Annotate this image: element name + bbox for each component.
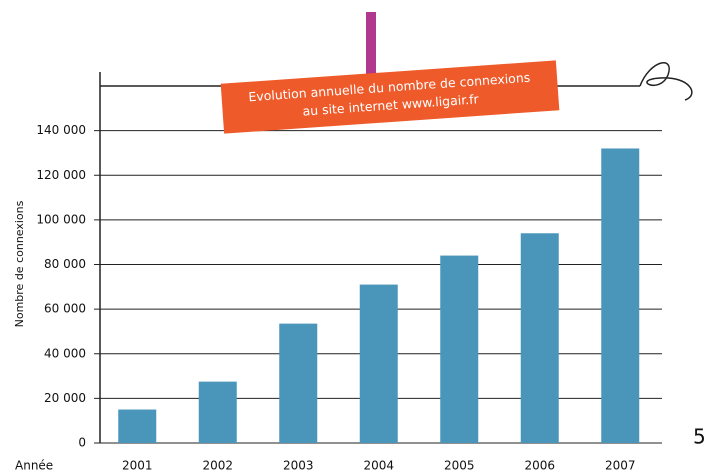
banner-background	[220, 60, 560, 134]
bar	[279, 323, 318, 443]
title-banner: Evolution annuelle du nombre de connexio…	[220, 60, 560, 134]
clothespin	[366, 12, 376, 82]
x-axis-label: Année	[15, 459, 53, 473]
y-tick-label: 100 000	[36, 212, 86, 226]
y-tick-label: 20 000	[44, 391, 86, 405]
x-tick-label: 2001	[122, 459, 153, 473]
bar	[601, 148, 640, 443]
x-tick-label: 2007	[605, 459, 636, 473]
bar	[520, 233, 559, 443]
x-tick-label: 2006	[524, 459, 555, 473]
bar	[359, 284, 398, 443]
bar	[118, 409, 157, 443]
y-tick-label: 0	[78, 436, 86, 450]
page-number: 5	[693, 425, 705, 449]
ribbon-loop	[639, 62, 693, 101]
x-tick-label: 2004	[363, 459, 394, 473]
x-tick-label: 2002	[202, 459, 233, 473]
y-tick-label: 120 000	[36, 168, 86, 182]
y-tick-label: 140 000	[36, 123, 86, 137]
y-axis-label: Nombre de connexions	[13, 200, 26, 327]
y-tick-label: 80 000	[44, 257, 86, 271]
x-tick-label: 2003	[283, 459, 314, 473]
bar	[440, 255, 479, 443]
bar	[198, 381, 237, 443]
x-tick-label: 2005	[444, 459, 475, 473]
y-tick-label: 60 000	[44, 302, 86, 316]
y-tick-label: 40 000	[44, 346, 86, 360]
